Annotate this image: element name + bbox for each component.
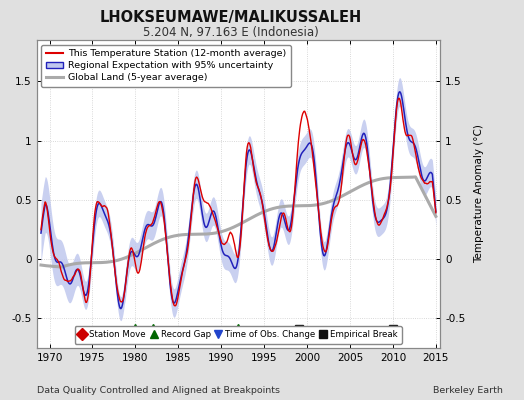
Text: Data Quality Controlled and Aligned at Breakpoints: Data Quality Controlled and Aligned at B…	[37, 386, 280, 395]
Text: Berkeley Earth: Berkeley Earth	[433, 386, 503, 395]
Legend: Station Move, Record Gap, Time of Obs. Change, Empirical Break: Station Move, Record Gap, Time of Obs. C…	[75, 326, 402, 344]
Text: 5.204 N, 97.163 E (Indonesia): 5.204 N, 97.163 E (Indonesia)	[143, 26, 319, 39]
Y-axis label: Temperature Anomaly (°C): Temperature Anomaly (°C)	[474, 124, 484, 264]
Text: LHOKSEUMAWE/MALIKUSSALEH: LHOKSEUMAWE/MALIKUSSALEH	[100, 10, 362, 25]
